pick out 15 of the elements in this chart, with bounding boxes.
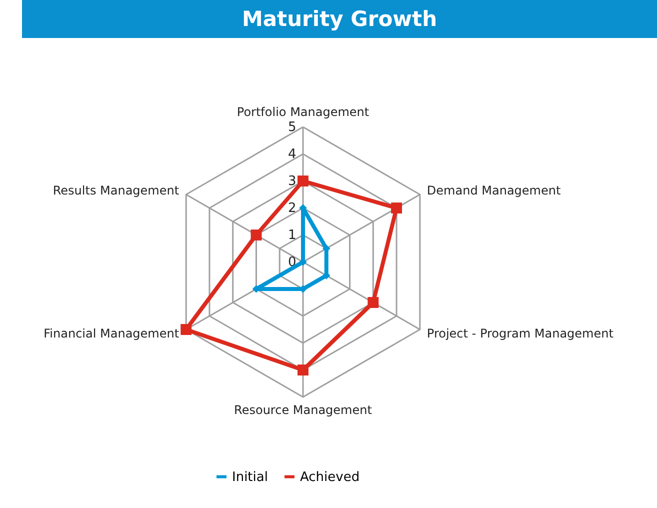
legend-label: Initial	[232, 470, 268, 485]
y-tick-label: 3	[288, 174, 296, 189]
legend-label: Achieved	[300, 470, 360, 485]
y-tick-label: 1	[288, 228, 296, 243]
spoke-label: Demand Management	[426, 183, 561, 198]
spoke-label: Portfolio Management	[236, 104, 370, 119]
y-tick-label: 0	[288, 255, 296, 270]
spoke-label: Financial Management	[44, 326, 180, 341]
spoke-label: Project - Program Management	[426, 326, 614, 341]
y-tick-label: 2	[288, 201, 296, 216]
spoke-label: Results Management	[52, 183, 180, 198]
chart-title: Maturity Growth	[242, 7, 438, 31]
y-tick-label: 5	[288, 120, 296, 135]
y-tick-label: 4	[288, 147, 296, 162]
spoke-label: Resource Management	[234, 403, 372, 418]
